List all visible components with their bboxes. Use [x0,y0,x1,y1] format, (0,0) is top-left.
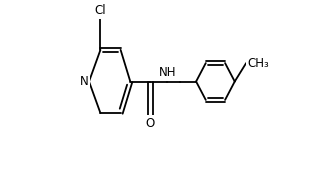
Text: NH: NH [158,66,176,79]
Text: O: O [146,117,155,130]
Text: N: N [80,75,88,88]
Text: Cl: Cl [95,4,106,17]
Text: CH₃: CH₃ [248,57,269,70]
